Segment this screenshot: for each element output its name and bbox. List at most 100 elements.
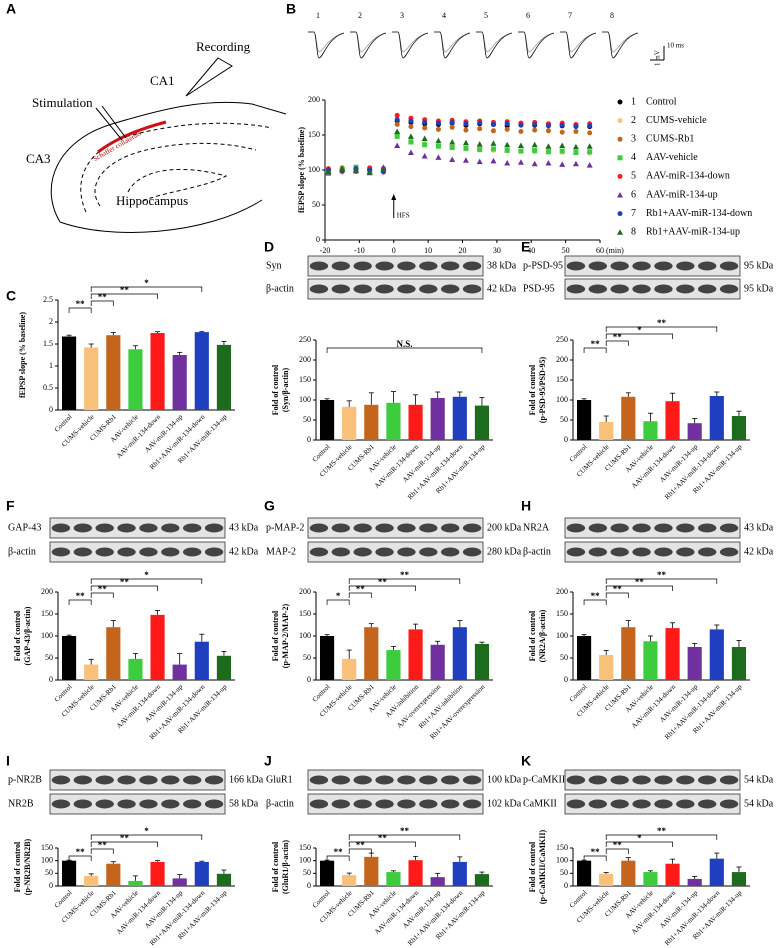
- y-axis-label: Fold of control: [271, 610, 280, 661]
- bar: [216, 873, 232, 886]
- blot-band: [161, 547, 180, 557]
- legend-number: 7: [631, 208, 636, 219]
- legend-number: 5: [631, 171, 636, 182]
- blot-band: [331, 775, 350, 785]
- data-point: [477, 147, 483, 153]
- bar: [576, 636, 592, 680]
- bar: [364, 627, 379, 680]
- blot-band: [566, 284, 586, 294]
- y-tick-label: 1.5: [43, 339, 53, 348]
- y-tick-label: 0: [564, 675, 568, 684]
- blot-band: [441, 547, 460, 557]
- bar: [665, 401, 680, 440]
- blot-band: [375, 523, 394, 533]
- data-point: [407, 133, 414, 139]
- panel-label: E: [521, 239, 530, 255]
- data-point: [586, 143, 593, 149]
- blot-size: 95 kDa: [744, 283, 774, 294]
- bar: [452, 861, 467, 886]
- blot-band: [632, 523, 651, 533]
- data-point: [394, 128, 401, 134]
- y-axis-label: fEPSP slope (% baseline): [18, 312, 27, 398]
- blot-band: [73, 799, 92, 809]
- significance-bracket: [68, 307, 92, 313]
- schaffer-fibres: [97, 120, 167, 154]
- data-point: [504, 126, 510, 132]
- blot: [307, 517, 484, 539]
- blot-band: [397, 523, 416, 533]
- data-point: [449, 139, 456, 145]
- y-tick-label: 200: [41, 587, 53, 596]
- blot-band: [353, 547, 372, 557]
- blot-protein: Syn: [266, 260, 282, 271]
- blot-size: 280 kDa: [487, 546, 522, 557]
- data-point: [462, 139, 469, 146]
- bar: [687, 878, 702, 886]
- y-tick-label: 0: [307, 881, 311, 890]
- data-point: [559, 129, 565, 135]
- data-point: [463, 145, 469, 151]
- y-tick-label: 200: [299, 355, 311, 364]
- significance-label: **: [356, 840, 366, 850]
- data-point: [545, 143, 552, 149]
- blot-size: 58 kDa: [229, 798, 259, 809]
- blot-band: [719, 523, 739, 533]
- bar: [430, 398, 445, 440]
- blot-band: [331, 284, 350, 294]
- blot-band: [441, 799, 460, 809]
- bar: [386, 872, 401, 886]
- blot-band: [654, 775, 673, 785]
- y-tick-label: 50: [303, 415, 311, 424]
- x-tick-label: Control: [311, 889, 332, 910]
- y-tick-label: 0: [49, 675, 53, 684]
- bar: [576, 860, 592, 886]
- bar: [621, 860, 636, 886]
- bar: [430, 644, 445, 680]
- trace: [434, 31, 471, 59]
- bar: [342, 875, 357, 886]
- x-tick-label: -20: [320, 246, 331, 255]
- bar: [474, 874, 490, 886]
- significance-bracket: [90, 585, 158, 591]
- data-point: [559, 148, 565, 154]
- blot-band: [95, 775, 114, 785]
- x-tick-label: 20: [459, 246, 467, 255]
- blot-band: [73, 547, 92, 557]
- diagram-label: Recording: [196, 39, 251, 54]
- blot-protein: p-CaMKII: [523, 774, 565, 785]
- blot-size: 200 kDa: [487, 522, 522, 533]
- blot-band: [95, 799, 114, 809]
- significance-bracket: [90, 293, 158, 299]
- significance-label: **: [120, 285, 130, 295]
- significance-label: N.S.: [396, 339, 412, 349]
- data-point: [532, 122, 538, 127]
- bar: [599, 422, 614, 440]
- data-point: [559, 122, 565, 128]
- data-point: [352, 167, 359, 173]
- bar: [599, 873, 614, 886]
- data-point: [422, 125, 428, 131]
- blot-size: 166 kDa: [229, 774, 264, 785]
- panel-label: G: [264, 498, 275, 514]
- y-tick-label: 0: [49, 405, 53, 414]
- trace: [308, 31, 345, 59]
- y-tick-label: 100: [299, 631, 311, 640]
- blot-band: [117, 799, 136, 809]
- blot-band: [698, 284, 717, 294]
- bar: [106, 627, 121, 680]
- blot-band: [462, 547, 482, 557]
- blot-band: [588, 799, 607, 809]
- blot-size: 42 kDa: [487, 283, 517, 294]
- significance-label: *: [144, 278, 149, 288]
- y-tick-label: 100: [41, 631, 53, 640]
- blot: [564, 517, 741, 539]
- bar: [576, 400, 592, 440]
- data-point: [518, 148, 524, 154]
- blot-band: [441, 284, 460, 294]
- bar: [319, 400, 335, 440]
- blot-band: [117, 523, 136, 533]
- blot-protein: β-actin: [523, 546, 551, 557]
- y-tick-label: 150: [41, 609, 53, 618]
- data-point: [449, 119, 455, 125]
